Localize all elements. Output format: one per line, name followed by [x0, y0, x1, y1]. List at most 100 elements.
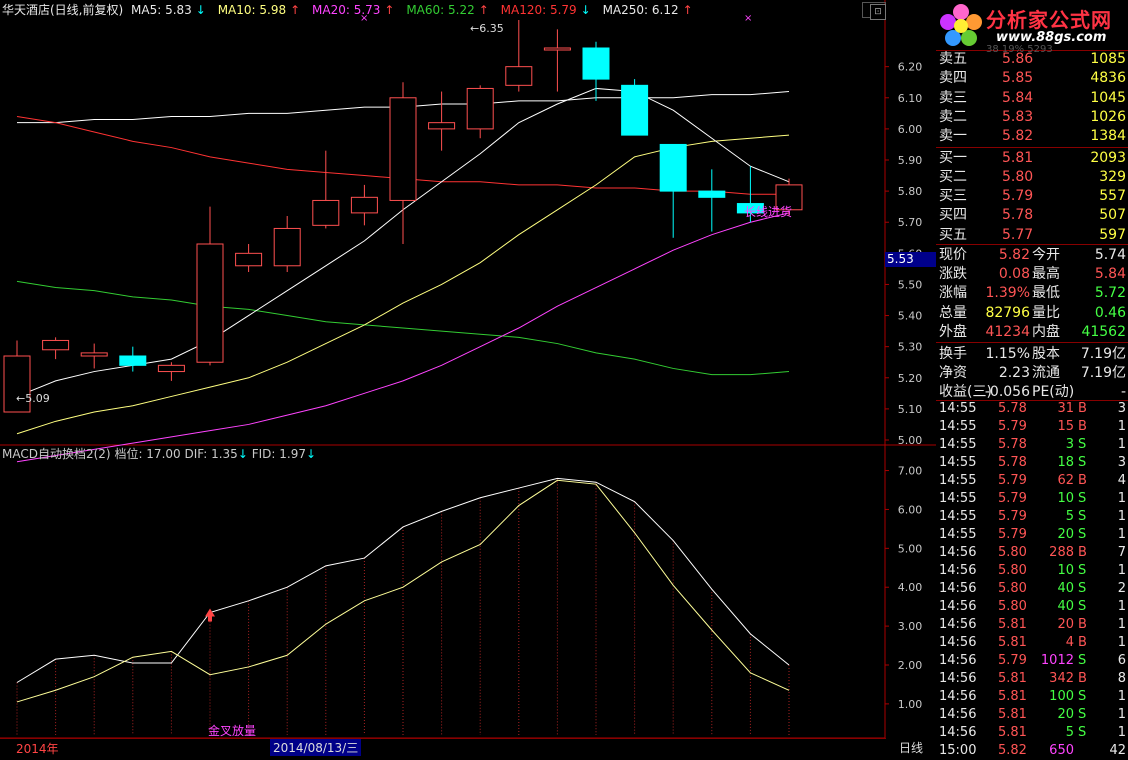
tick-price: 5.79 [998, 473, 1027, 488]
tick-row: 14:56 5.80 10 S 1 [936, 562, 1128, 580]
period-selector[interactable]: 日线 [898, 741, 923, 755]
quote-row: 涨跌 0.08 最高 5.84 [936, 265, 1128, 284]
tick-side: S [1078, 455, 1087, 470]
y-tick-label: 6.20 [898, 61, 923, 74]
level-volume: 4836 [1090, 70, 1126, 87]
tick-price: 5.81 [998, 671, 1027, 686]
ma60-label: MA60: 5.22 ↑ [406, 3, 489, 17]
quote-value-left: 1.39% [985, 285, 1030, 302]
level-volume: 2093 [1090, 149, 1126, 166]
fid-label: FID: 1.97↓ [251, 447, 317, 461]
quote-label-left: 外盘 [939, 323, 967, 340]
macd-y-tick-label: 1.00 [898, 698, 923, 711]
tick-volume: 20 [1057, 707, 1074, 722]
tick-price: 5.79 [998, 491, 1027, 506]
candle-body [80, 352, 108, 357]
panel-divider-line [936, 400, 1128, 401]
tick-time: 14:55 [939, 473, 977, 488]
quote-value-right: - [1120, 384, 1126, 401]
ma10-label: MA10: 5.98 ↑ [217, 3, 301, 17]
level-volume: 1384 [1090, 128, 1126, 145]
quote-value-left: 5.82 [998, 247, 1030, 263]
tick-price: 5.81 [998, 725, 1027, 740]
tick-count: 1 [1117, 419, 1126, 434]
level-label: 买四 [939, 207, 967, 224]
tick-volume: 18 [1057, 455, 1074, 470]
tick-side: S [1078, 653, 1087, 668]
tick-row: 14:56 5.81 100 S 1 [936, 688, 1128, 706]
quote-row: 净资 2.23 流通 7.19亿 [936, 364, 1128, 383]
gear-label: 档位: 17.00 [114, 447, 181, 461]
quote-row: 总量 82796 量比 0.46 [936, 304, 1128, 323]
y-tick-label: 5.20 [898, 372, 923, 385]
tick-time: 14:56 [939, 599, 977, 614]
candle-body [543, 47, 571, 51]
tick-price: 5.79 [998, 653, 1027, 668]
level-price: 5.82 [1002, 128, 1034, 145]
cursor-date-label: 2014/08/13/三 [270, 739, 362, 756]
candle-body [157, 364, 185, 373]
tick-price: 5.79 [998, 509, 1027, 524]
tick-volume: 3 [1065, 437, 1074, 452]
tick-count: 1 [1117, 527, 1126, 542]
level-label: 卖三 [939, 89, 967, 106]
tick-side: S [1078, 689, 1087, 704]
quote-label-right: 流通 [1032, 365, 1060, 382]
panel-divider-line [936, 244, 1128, 245]
kline-chart[interactable]: 6.206.106.005.905.805.705.605.505.405.30… [0, 0, 936, 758]
tick-side: S [1078, 491, 1087, 506]
tick-volume: 10 [1057, 563, 1074, 578]
tick-price: 5.78 [998, 401, 1027, 416]
level-label: 卖二 [939, 108, 967, 125]
level-label: 卖一 [939, 128, 967, 145]
level-volume: 1026 [1090, 108, 1126, 125]
tick-time: 14:56 [939, 635, 977, 650]
tick-time: 14:55 [939, 401, 977, 416]
year-label: 2014年 [16, 742, 59, 756]
candle-body [659, 143, 687, 192]
tick-volume: 40 [1057, 599, 1074, 614]
tick-side: B [1078, 419, 1087, 434]
bid-row: 买三 5.79 557 [936, 187, 1128, 206]
chart-area[interactable]: 6.206.106.005.905.805.705.605.505.405.30… [0, 0, 937, 759]
tick-price: 5.80 [998, 581, 1027, 596]
quote-label-right: 最高 [1032, 266, 1060, 283]
tick-time: 14:56 [939, 689, 977, 704]
ma250-label: MA250: 6.12 ↑ [602, 3, 693, 17]
quote-value-right: 7.19亿 [1080, 346, 1126, 362]
quote-label-right: 内盘 [1032, 323, 1060, 340]
flower-logo-icon [940, 4, 982, 46]
y-tick-label: 6.10 [898, 92, 923, 105]
level-label: 买二 [939, 168, 967, 185]
tick-row: 14:56 5.81 5 S 1 [936, 724, 1128, 742]
ask-row: 卖四 5.85 4836 [936, 69, 1128, 88]
y-tick-label: 5.30 [898, 341, 923, 354]
tick-count: 1 [1117, 689, 1126, 704]
candle-body [775, 184, 803, 211]
y-tick-label: 5.90 [898, 154, 923, 167]
tick-price: 5.80 [998, 599, 1027, 614]
macd-y-tick-label: 5.00 [898, 542, 923, 555]
tick-volume: 342 [1049, 671, 1074, 686]
tick-volume: 40 [1057, 581, 1074, 596]
window-max-icon[interactable]: ⊡ [870, 4, 886, 20]
ma120-label: MA120: 5.79 ↓ [500, 3, 591, 17]
quote-label-left: 收益(三) [939, 384, 992, 401]
dif-label: DIF: 1.35↓ [184, 447, 248, 461]
high-annotation: ←6.35 [470, 22, 504, 35]
candle-body [389, 97, 417, 201]
ma5-label: MA5: 5.83 ↓ [131, 3, 206, 17]
tick-time: 14:55 [939, 509, 977, 524]
candle-body [3, 355, 31, 413]
tick-side: B [1078, 473, 1087, 488]
ask-row: 卖一 5.82 1384 [936, 127, 1128, 146]
level-label: 卖五 [939, 51, 967, 67]
tick-list[interactable]: 14:55 5.78 31 B 3 14:55 5.79 15 B 1 14:55 5.78 3 S 1 14… [936, 400, 1128, 758]
tick-time: 14:55 [939, 455, 977, 470]
candle-body [42, 339, 70, 351]
y-tick-label: 5.80 [898, 185, 923, 198]
tick-side: S [1078, 707, 1087, 722]
tick-time: 14:56 [939, 545, 977, 560]
panel-divider-line [936, 147, 1128, 148]
ma20-line [16, 212, 790, 463]
